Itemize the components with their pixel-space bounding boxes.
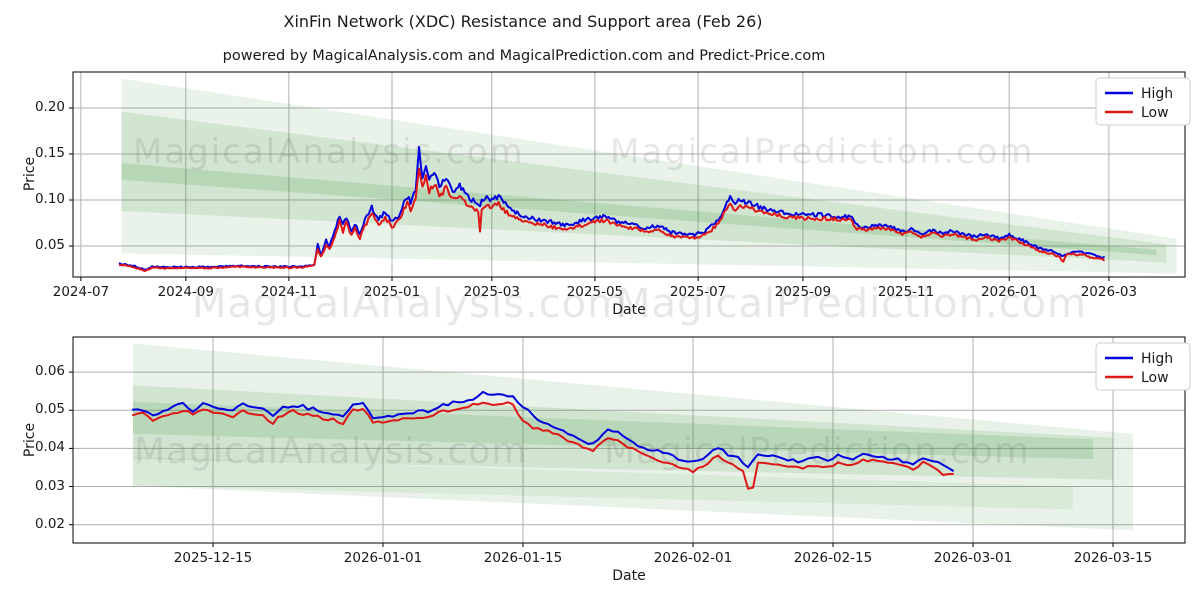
- axes-spines: [72, 71, 1186, 278]
- legend-label-high: High: [1141, 351, 1173, 367]
- y-tick-label: 0.06: [34, 363, 65, 380]
- x-tick-label: 2024-07: [52, 284, 110, 300]
- y-tick-label: 0.10: [34, 190, 65, 207]
- x-axis-label-bottom: Date: [612, 568, 646, 584]
- x-tick-label: 2026-01-01: [343, 550, 423, 566]
- watermark-text: MagicalPrediction.com: [616, 281, 1087, 327]
- support-resistance-band: [121, 111, 1167, 263]
- x-tick-label: 2026-01: [980, 284, 1038, 300]
- watermark-text: MagicalAnalysis.com: [134, 431, 527, 472]
- support-resistance-band: [133, 343, 1133, 531]
- legend-label-low: Low: [1141, 105, 1169, 121]
- x-tick-label: 2025-12-15: [173, 550, 253, 566]
- high-line: [132, 390, 954, 472]
- x-tick-label: 2025-01: [363, 284, 421, 300]
- y-tick-label: 0.03: [34, 477, 65, 494]
- y-tick-label: 0.02: [34, 515, 65, 532]
- legend-label-low: Low: [1141, 370, 1169, 386]
- y-tick-label: 0.05: [34, 236, 65, 253]
- axes-spines: [72, 336, 1186, 544]
- support-resistance-band: [121, 78, 1177, 274]
- x-tick-label: 2025-11: [877, 284, 935, 300]
- low-line: [118, 167, 1105, 272]
- x-tick-label: 2025-05: [566, 284, 624, 300]
- low-line: [132, 401, 954, 490]
- x-tick-label: 2026-02-15: [793, 550, 873, 566]
- y-tick-label: 0.15: [34, 144, 65, 161]
- x-tick-label: 2025-03: [463, 284, 520, 300]
- x-tick-label: 2026-03-15: [1073, 550, 1153, 566]
- y-tick-label: 0.05: [34, 401, 65, 418]
- watermark-text: MagicalAnalysis.com: [133, 132, 525, 172]
- x-tick-label: 2024-09: [157, 284, 214, 300]
- x-tick-label: 2026-02-01: [653, 550, 733, 566]
- support-resistance-band: [133, 456, 1073, 510]
- legend: High Low: [1095, 342, 1191, 391]
- legend: High Low: [1095, 77, 1191, 126]
- x-tick-label: 2024-11: [260, 284, 318, 300]
- figure-subtitle: powered by MagicalAnalysis.com and Magic…: [222, 48, 826, 64]
- high-line: [118, 146, 1105, 271]
- watermark-text: MagicalAnalysis.com: [192, 281, 627, 327]
- support-resistance-band: [133, 385, 1113, 480]
- figure-title: XinFin Network (XDC) Resistance and Supp…: [283, 12, 763, 31]
- x-tick-label: 2026-03: [1080, 284, 1138, 300]
- x-tick-label: 2025-07: [669, 284, 727, 300]
- legend-label-high: High: [1141, 86, 1173, 102]
- chart-full-history: MagicalAnalysis.com MagicalPrediction.com…: [69, 71, 1191, 281]
- x-tick-label: 2025-09: [774, 284, 832, 300]
- x-axis-label-top: Date: [612, 302, 646, 318]
- y-tick-label: 0.04: [34, 439, 65, 456]
- x-tick-label: 2026-01-15: [483, 550, 563, 566]
- chart-recent-zoom: MagicalAnalysis.com MagicalPrediction.com…: [69, 336, 1191, 547]
- x-tick-label: 2026-03-01: [933, 550, 1013, 566]
- y-tick-label: 0.20: [34, 98, 65, 115]
- watermark-text: MagicalPrediction.com: [610, 132, 1035, 172]
